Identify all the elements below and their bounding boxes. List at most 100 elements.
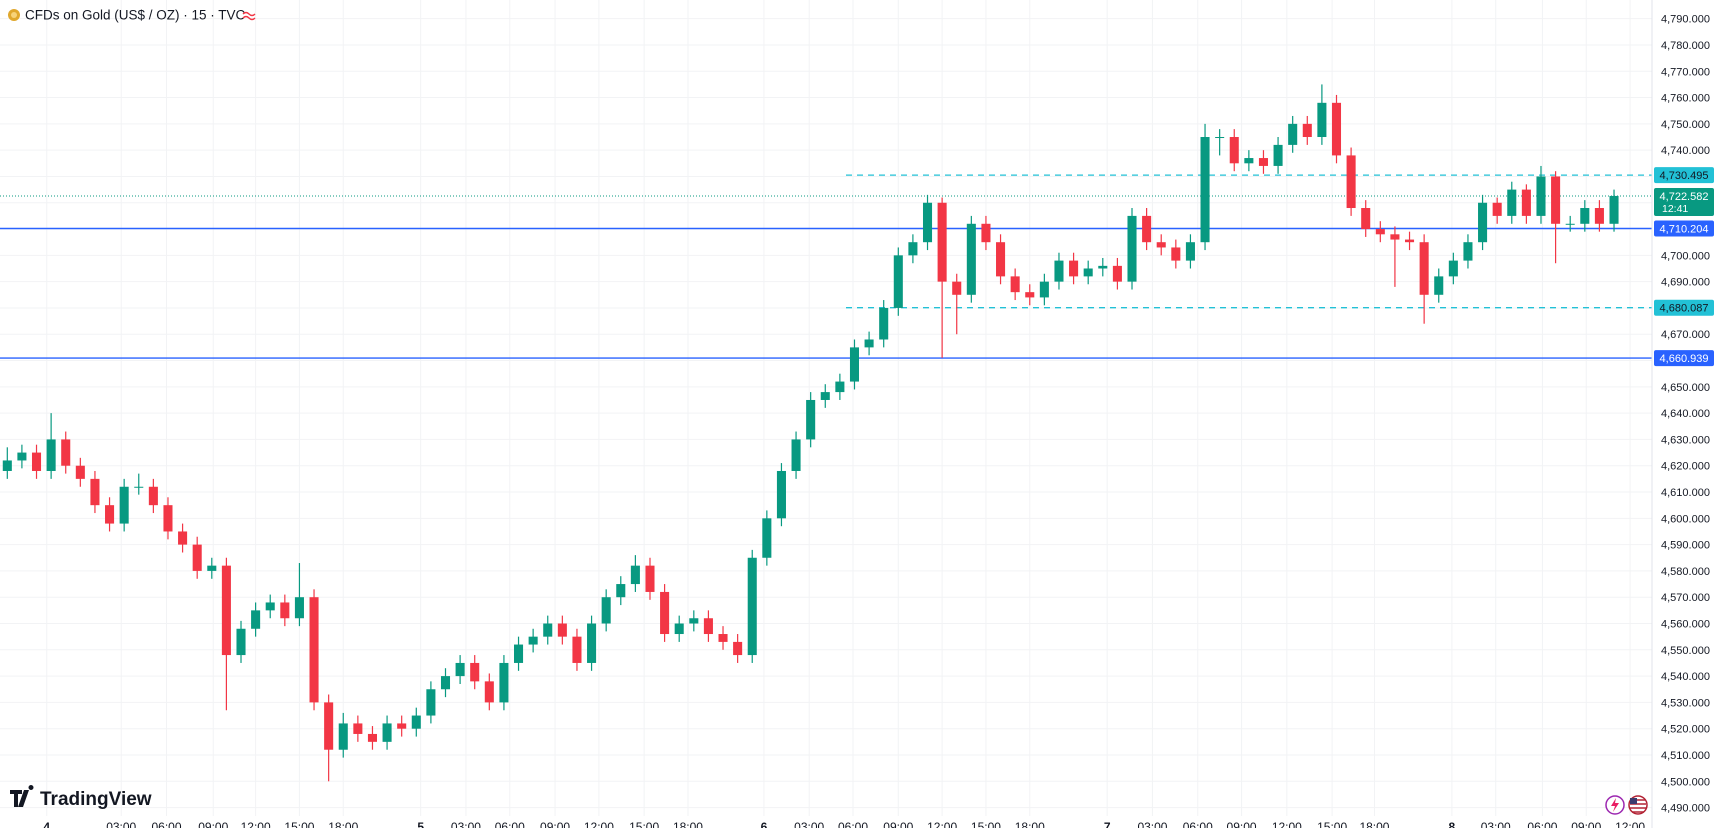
candle-body — [1244, 158, 1254, 164]
price-label-box — [1654, 220, 1714, 237]
candle-body — [1536, 176, 1546, 216]
candle-body — [864, 339, 874, 348]
candle-body — [937, 202, 947, 282]
candle-body — [61, 439, 71, 466]
candle-body — [791, 439, 801, 471]
y-tick-label: 4,750.000 — [1661, 119, 1710, 131]
price-label: 4,680.087 — [1660, 303, 1709, 315]
candle-body — [440, 676, 451, 690]
logo: TradingView — [10, 784, 152, 810]
x-tick-label: 7 — [1104, 820, 1111, 828]
x-tick-label: 06:00 — [1527, 820, 1557, 828]
candle-body — [1361, 208, 1371, 230]
candle-body — [1521, 189, 1531, 216]
y-tick-label: 4,590.000 — [1661, 540, 1710, 552]
candle-body — [1069, 260, 1079, 277]
candle-body — [148, 486, 158, 506]
candle-body — [426, 689, 436, 716]
candle-body — [587, 623, 597, 663]
candle-body — [455, 662, 465, 677]
x-tick-label: 12:00 — [1272, 820, 1302, 828]
x-tick-label: 12:00 — [584, 820, 614, 828]
flag-stripes — [1630, 799, 1646, 813]
candle-body — [835, 381, 845, 393]
candle-body — [1331, 102, 1342, 156]
y-tick-label: 4,670.000 — [1661, 329, 1710, 341]
candle-body — [1273, 144, 1283, 166]
x-tick-label: 09:00 — [883, 820, 913, 828]
y-tick-label: 4,570.000 — [1661, 592, 1710, 604]
candle-body — [1317, 102, 1327, 138]
x-tick-label: 09:00 — [540, 820, 570, 828]
x-tick-label: 18:00 — [1015, 820, 1045, 828]
chart-title: CFDs on Gold (US$ / OZ) · 15 · TVC — [25, 8, 246, 23]
x-tick-label: 5 — [417, 820, 424, 828]
x-tick-label: 12:00 — [927, 820, 957, 828]
x-tick-label: 09:00 — [1571, 820, 1601, 828]
candle-body — [557, 623, 567, 637]
candle-body — [1507, 189, 1517, 216]
candle-body — [75, 465, 85, 479]
logo-text: TradingView — [40, 789, 152, 810]
price-lines — [0, 174, 1652, 359]
candle-body — [280, 602, 290, 619]
candle-body — [236, 628, 246, 656]
y-tick-label: 4,600.000 — [1661, 513, 1710, 525]
y-tick-label: 4,520.000 — [1661, 724, 1710, 736]
candle-body — [2, 460, 12, 471]
candle-body — [616, 584, 626, 598]
candle-body — [119, 486, 129, 524]
x-tick-label: 4 — [43, 820, 50, 828]
candle-body — [922, 202, 933, 243]
x-tick-label: 8 — [1449, 820, 1456, 828]
x-tick-label: 18:00 — [328, 820, 358, 828]
y-tick-label: 4,490.000 — [1661, 803, 1710, 815]
candle-body — [134, 486, 144, 488]
candle-body — [1258, 158, 1268, 166]
candle-body — [543, 623, 553, 637]
x-tick-label: 06:00 — [495, 820, 525, 828]
candle-body — [1025, 292, 1035, 298]
y-tick-label: 4,640.000 — [1661, 408, 1710, 420]
y-tick-label: 4,790.000 — [1661, 14, 1710, 26]
candle-body — [221, 565, 231, 656]
candle-body — [879, 307, 889, 340]
candle-body — [192, 544, 202, 571]
candle-body — [1375, 229, 1385, 235]
candle-body — [1434, 276, 1444, 295]
logo-icon — [10, 784, 34, 807]
x-tick-label: 18:00 — [1359, 820, 1389, 828]
x-tick-label: 03:00 — [1137, 820, 1167, 828]
lightning-bolt — [1611, 798, 1619, 812]
y-tick-label: 4,780.000 — [1661, 40, 1710, 52]
candle-body — [703, 618, 713, 635]
candle-body — [1039, 281, 1049, 298]
y-tick-label: 4,500.000 — [1661, 776, 1710, 788]
y-tick-label: 4,530.000 — [1661, 697, 1710, 709]
y-tick-label: 4,770.000 — [1661, 66, 1710, 78]
candle-body — [820, 392, 830, 400]
candle-body — [105, 505, 115, 524]
candle-body — [1010, 276, 1020, 293]
candle-body — [660, 591, 670, 635]
y-tick-label: 4,580.000 — [1661, 566, 1710, 578]
candle-body — [251, 610, 261, 629]
y-tick-label: 4,620.000 — [1661, 461, 1710, 473]
candle-body — [397, 723, 407, 729]
countdown-label: 12:41 — [1662, 203, 1688, 215]
x-tick-label: 18:00 — [673, 820, 703, 828]
x-tick-label: 12:00 — [241, 820, 271, 828]
y-tick-label: 4,510.000 — [1661, 750, 1710, 762]
candle-body — [1054, 260, 1064, 282]
candle-body — [31, 452, 42, 471]
x-tick-label: 06:00 — [151, 820, 181, 828]
candle-body — [90, 478, 100, 506]
candle-body — [1098, 265, 1108, 269]
y-tick-label: 4,550.000 — [1661, 645, 1710, 657]
candle-body — [966, 223, 976, 295]
x-tick-label: 09:00 — [198, 820, 228, 828]
candle-body — [1288, 123, 1298, 145]
price-labels: 4,730.495 4,710.204 4,680.087 4,660.939 4,72… — [1654, 167, 1714, 367]
candle-body — [718, 634, 728, 642]
